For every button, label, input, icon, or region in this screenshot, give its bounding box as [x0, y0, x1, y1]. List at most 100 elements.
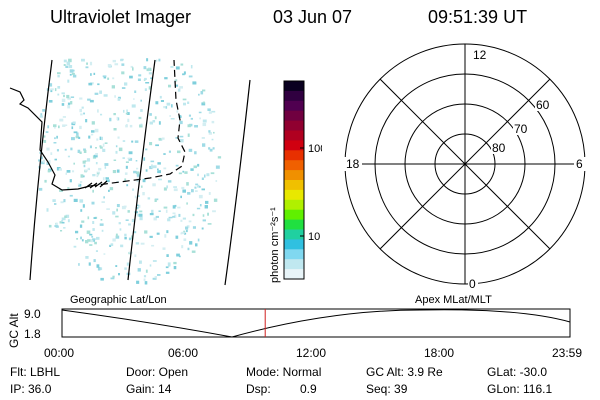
emission-speckle	[115, 235, 120, 239]
emission-speckle	[48, 100, 53, 103]
emission-speckle	[197, 173, 199, 177]
emission-speckle	[83, 112, 85, 115]
emission-speckle	[155, 59, 158, 62]
emission-speckle	[53, 142, 57, 144]
emission-speckle	[183, 71, 186, 75]
emission-speckle	[67, 155, 70, 158]
emission-speckle	[110, 277, 115, 280]
emission-speckle	[131, 104, 136, 108]
emission-speckle	[186, 202, 188, 205]
emission-speckle	[93, 259, 96, 263]
emission-speckle	[152, 260, 157, 262]
emission-speckle	[128, 237, 132, 241]
emission-speckle	[115, 265, 118, 267]
emission-speckle	[115, 145, 118, 148]
emission-speckle	[67, 102, 71, 105]
emission-speckle	[115, 233, 118, 237]
emission-speckle	[195, 190, 198, 192]
emission-speckle	[201, 188, 205, 191]
emission-speckle	[99, 146, 103, 149]
emission-speckle	[127, 210, 130, 213]
emission-speckle	[144, 230, 148, 234]
emission-speckle	[62, 124, 66, 127]
emission-speckle	[143, 275, 147, 278]
emission-speckle	[202, 219, 206, 222]
emission-speckle	[84, 169, 88, 172]
altitude-tick-min: 1.8	[24, 327, 41, 341]
emission-speckle	[212, 147, 215, 150]
emission-speckle	[119, 228, 122, 231]
emission-speckle	[67, 219, 70, 223]
emission-speckle	[170, 118, 175, 120]
emission-speckle	[57, 86, 61, 89]
emission-speckle	[67, 79, 70, 83]
emission-speckle	[125, 124, 128, 128]
emission-speckle	[217, 156, 222, 159]
emission-speckle	[169, 115, 171, 117]
emission-speckle	[175, 164, 179, 167]
emission-speckle	[80, 113, 83, 116]
emission-speckle	[97, 83, 100, 86]
emission-speckle	[92, 174, 96, 177]
emission-speckle	[92, 189, 94, 193]
emission-speckle	[166, 102, 171, 106]
emission-speckle	[112, 211, 116, 215]
emission-speckle	[144, 88, 147, 91]
emission-speckle	[124, 233, 127, 237]
emission-speckle	[195, 243, 198, 247]
emission-speckle	[137, 78, 141, 81]
emission-speckle	[114, 95, 116, 98]
emission-speckle	[124, 178, 127, 182]
emission-speckle	[88, 135, 91, 139]
emission-speckle	[82, 160, 86, 164]
emission-speckle	[71, 72, 75, 75]
instrument-title: Ultraviolet Imager	[50, 7, 192, 27]
emission-speckle	[194, 125, 198, 128]
emission-speckle	[152, 277, 157, 280]
geographic-latitude: GLat: -30.0	[487, 365, 548, 379]
emission-speckle	[109, 117, 112, 122]
emission-speckle	[91, 201, 95, 205]
emission-speckle	[89, 233, 93, 236]
colorbar-swatch	[284, 219, 304, 231]
emission-speckle	[94, 128, 99, 133]
colorbar-tick-10: 10	[308, 231, 320, 243]
emission-speckle	[95, 147, 97, 149]
emission-speckle	[197, 184, 200, 188]
emission-speckle	[63, 59, 67, 63]
colorbar-swatch	[284, 81, 304, 92]
time-tick-1800: 18:00	[424, 346, 454, 360]
emission-speckle	[97, 109, 99, 113]
emission-speckle	[173, 188, 178, 192]
emission-speckle	[175, 235, 179, 239]
emission-speckle	[65, 124, 68, 126]
emission-speckle	[159, 95, 162, 99]
emission-speckle	[87, 216, 90, 220]
emission-speckle	[139, 260, 142, 264]
emission-speckle	[61, 217, 66, 221]
emission-speckle	[183, 232, 187, 235]
emission-speckle	[70, 96, 75, 98]
emission-speckle	[210, 172, 215, 175]
emission-speckle	[178, 172, 182, 175]
mlt-label-0: 0	[469, 277, 476, 291]
meridian-line	[224, 79, 251, 286]
emission-speckle	[63, 199, 66, 203]
emission-speckle	[180, 219, 183, 222]
emission-speckle	[79, 125, 82, 130]
emission-speckle	[139, 124, 143, 128]
emission-speckle	[99, 223, 104, 226]
emission-speckle	[57, 74, 60, 78]
emission-speckle	[99, 90, 102, 94]
emission-speckle	[80, 174, 84, 178]
lat-label-80: 80	[492, 141, 506, 155]
emission-speckle	[75, 230, 79, 234]
emission-speckle	[202, 89, 206, 92]
emission-speckle	[54, 137, 56, 140]
emission-speckle	[78, 263, 80, 266]
emission-speckle	[137, 204, 141, 208]
emission-speckle	[145, 82, 150, 84]
emission-speckle	[83, 164, 86, 168]
emission-speckle	[96, 138, 99, 141]
emission-speckle	[115, 150, 118, 154]
